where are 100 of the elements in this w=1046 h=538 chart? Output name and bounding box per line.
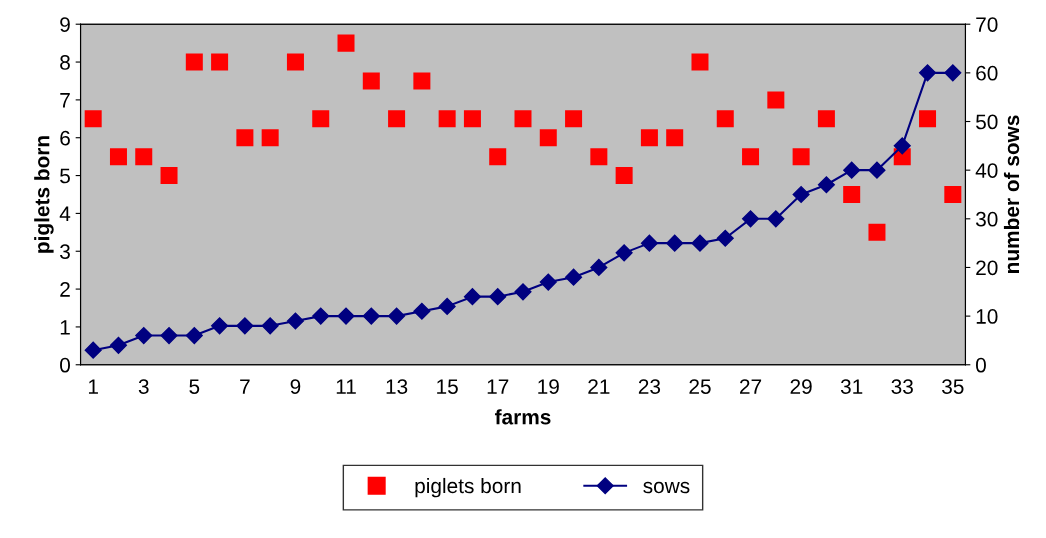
point [539,129,557,147]
y-tick-label: 0 [60,357,71,373]
point [792,185,810,204]
x-tick-label: 1 [88,379,98,394]
point [742,148,760,166]
point [918,64,937,82]
point [312,110,330,128]
point [843,161,861,179]
point [868,223,886,241]
y2-tick-label: 0 [975,357,986,373]
point [666,234,684,252]
point [236,317,254,335]
point [868,161,886,179]
y-tick-label: 2 [60,282,70,297]
y-tick-label: 4 [59,206,71,221]
point [84,341,102,359]
point [185,327,203,345]
x-tick-label: 17 [487,379,509,394]
x-tick-label: 21 [588,379,610,394]
y2-tick-label: 20 [976,260,998,276]
x-tick-label: 3 [138,379,149,394]
x-tick-label: 29 [790,379,812,394]
point [362,307,380,325]
x-tick-label: 11 [336,379,356,394]
point [463,110,481,128]
x-tick-label: 33 [891,379,913,394]
x-tick-label: 31 [840,379,863,394]
point [666,129,684,147]
y2-tick-label: 40 [975,163,998,178]
point [84,110,102,128]
point [337,34,355,52]
point [615,244,633,262]
point [109,148,127,166]
point [514,283,532,301]
point [388,110,406,128]
legend-label: sows [643,481,690,494]
point [362,72,380,90]
x-tick-label: 13 [386,379,408,394]
point [843,185,861,203]
point [640,234,658,252]
point [135,327,153,345]
point [337,307,355,325]
x-tick-label: 5 [189,379,200,394]
y2-tick-label: 60 [976,65,998,81]
point [716,229,734,247]
point [438,297,456,315]
y2-tick-label: 30 [975,211,998,227]
point [160,327,178,345]
y-tick-label: 1 [60,320,70,335]
point [185,53,203,71]
y2-tick-label: 50 [976,114,998,130]
point [817,110,835,128]
point [792,148,810,166]
point [767,210,785,228]
y2-tick-label: 70 [976,17,998,32]
point [716,110,734,128]
point [640,129,658,147]
point [893,137,911,155]
x-tick-label: 7 [240,379,250,394]
point [489,148,507,166]
point [236,129,254,147]
point [109,336,128,354]
y-tick-label: 3 [60,244,70,259]
point [211,53,229,71]
y-axis-title: piglets born [34,136,54,253]
legend-label: piglets born [415,477,521,498]
y-tick-label: 5 [60,168,70,184]
x-tick-label: 15 [437,379,458,394]
point [590,148,608,166]
x-tick-label: 27 [740,379,762,394]
point [261,129,279,147]
point [211,317,229,335]
x-tick-label: 19 [538,379,559,394]
point [160,167,178,185]
point [463,288,481,306]
point [590,258,608,277]
point [944,64,962,82]
point [615,167,633,185]
point [944,185,962,203]
point [691,53,709,71]
point [312,307,330,325]
point [565,268,583,286]
point [767,91,785,109]
y-tick-label: 9 [60,17,70,32]
y2-tick-label: 10 [976,309,998,324]
point [261,317,279,335]
point [286,312,305,330]
y-tick-label: 7 [60,93,70,108]
y-tick-label: 6 [60,130,70,146]
y-tick-label: 8 [60,55,70,70]
point [514,110,532,128]
point [539,273,557,291]
point [565,110,583,128]
point [438,110,456,128]
point [489,288,507,306]
point [388,307,406,325]
x-tick-label: 23 [638,379,661,394]
point [919,110,937,128]
point [135,148,153,166]
x-tick-label: 35 [942,379,964,394]
